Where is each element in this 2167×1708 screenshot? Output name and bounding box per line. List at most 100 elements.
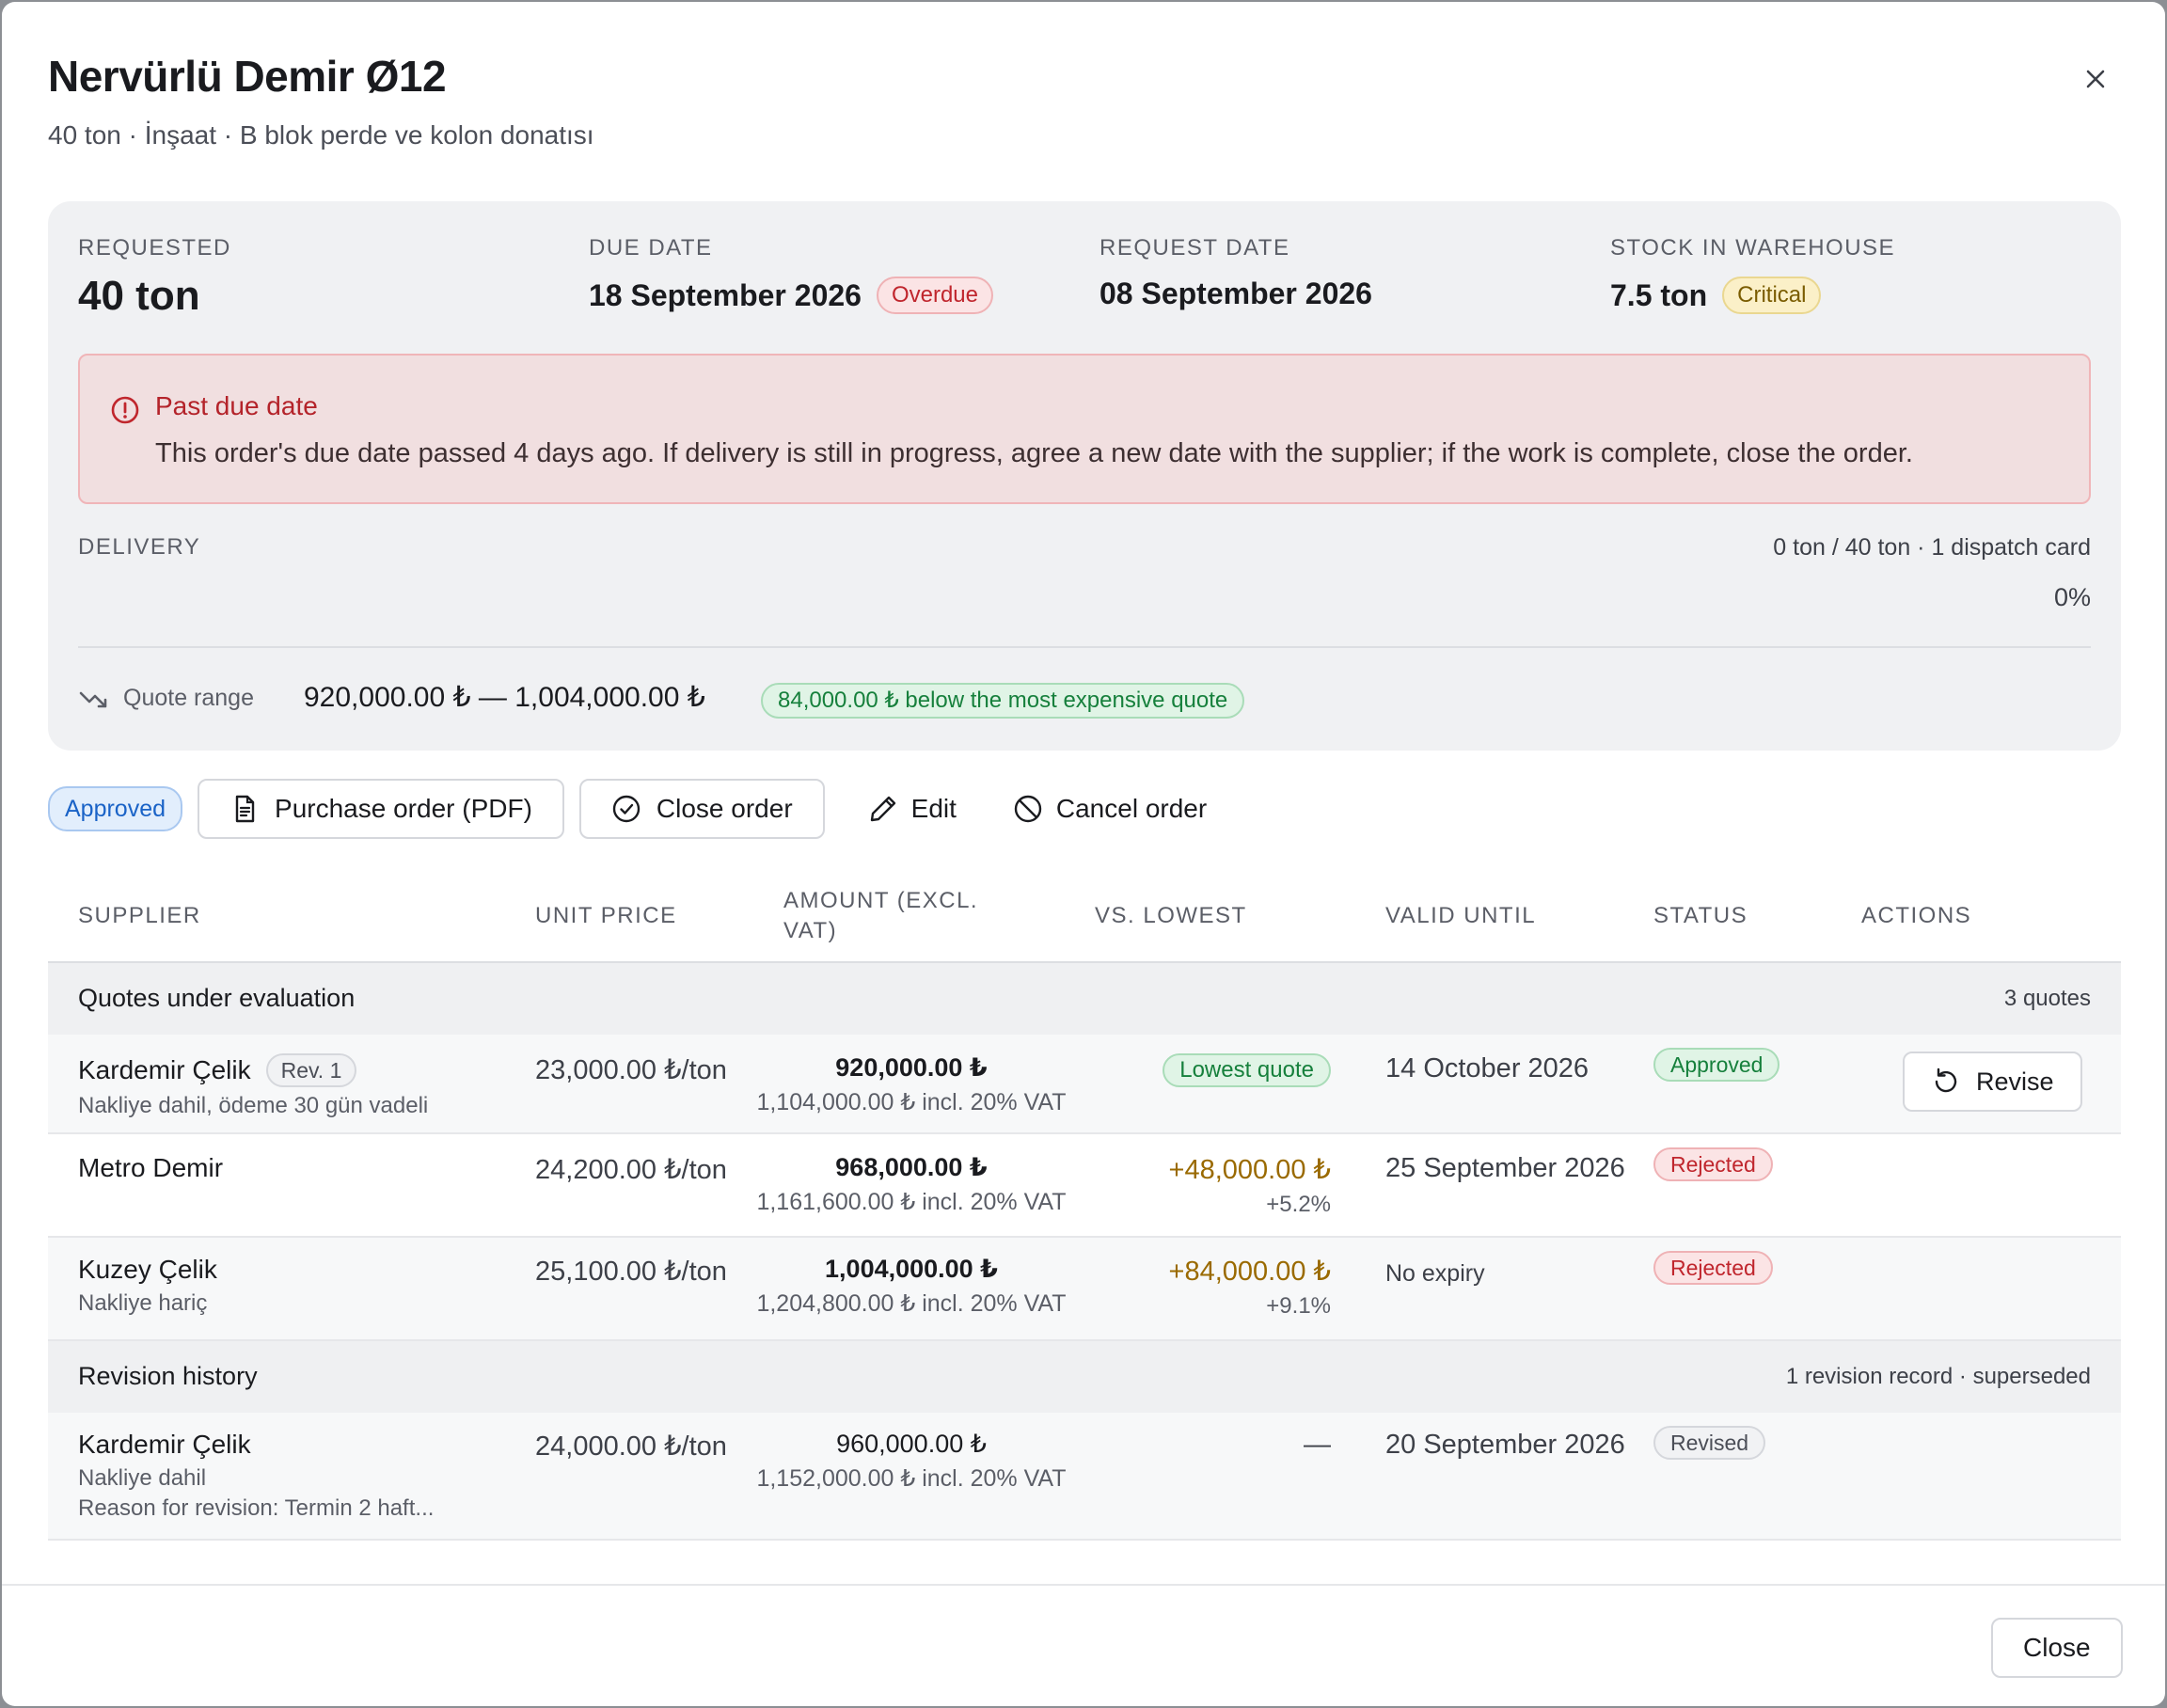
alert-text: This order's due date passed 4 days ago.… (155, 438, 1913, 468)
footer-divider (2, 1584, 2165, 1586)
unit-price: 24,000.00 ₺/ton (535, 1431, 727, 1462)
critical-badge: Critical (1722, 277, 1822, 314)
status-badge: Rejected (1653, 1147, 1773, 1181)
amount-cell: 960,000.00 ₺ 1,152,000.00 ₺ incl. 20% VA… (742, 1430, 1081, 1493)
action-bar: Approved Purchase order (PDF) Close orde… (48, 779, 1235, 839)
table-row: Metro Demir 24,200.00 ₺/ton 968,000.00 ₺… (48, 1134, 2121, 1238)
ban-icon (1014, 795, 1042, 823)
revision-reason: Reason for revision: Termin 2 haft... (78, 1495, 435, 1521)
supplier-name: Kardemir Çelik (78, 1055, 251, 1084)
vs-lowest-cell: — (1086, 1430, 1331, 1461)
price-difference-percent: +9.1% (1266, 1293, 1331, 1319)
amount-incl-vat: 1,152,000.00 ₺ incl. 20% VAT (756, 1465, 1067, 1492)
table-row: Kardemir Çelik Nakliye dahil Reason for … (48, 1413, 2121, 1541)
column-header-status: STATUS (1653, 903, 1748, 928)
purchase-order-button[interactable]: Purchase order (PDF) (198, 779, 564, 839)
supplier-name: Kuzey Çelik (78, 1255, 217, 1284)
vs-lowest-cell: +48,000.00 ₺ +5.2% (1086, 1153, 1331, 1218)
close-order-button[interactable]: Close order (578, 779, 825, 839)
status-badge: Approved (1653, 1048, 1780, 1082)
group-title: Revision history (78, 1362, 258, 1390)
trending-down-icon (78, 687, 110, 711)
supplier-note: Nakliye dahil (78, 1465, 207, 1491)
revision-history-group-header: Revision history 1 revision record · sup… (48, 1341, 2121, 1413)
alert-circle-icon (110, 395, 140, 425)
column-header-amount-line2: VAT) (783, 918, 838, 943)
quote-range-value: 920,000.00 ₺ — 1,004,000.00 ₺ (304, 682, 705, 713)
dialog-subtitle: 40 ton · İnşaat · B blok perde ve kolon … (48, 120, 594, 150)
column-header-valid-until: VALID UNTIL (1385, 903, 1537, 928)
supplier-cell: Kuzey Çelik Nakliye hariç (78, 1255, 217, 1317)
edit-button[interactable]: Edit (840, 779, 985, 839)
overdue-badge: Overdue (876, 277, 994, 314)
price-difference-percent: +5.2% (1266, 1192, 1331, 1217)
status-cell: Approved (1653, 1048, 1780, 1082)
column-header-vs-lowest: VS. LOWEST (1095, 903, 1247, 928)
quotes-group-header: Quotes under evaluation 3 quotes (48, 963, 2121, 1035)
stat-due-date: DUE DATE 18 September 2026 Overdue (589, 235, 994, 314)
column-header-amount-line1: AMOUNT (EXCL. (783, 888, 979, 913)
amount-excl-vat: 968,000.00 ₺ (835, 1153, 988, 1181)
stat-label: DUE DATE (589, 235, 713, 261)
supplier-cell: Kardemir Çelik Nakliye dahil Reason for … (78, 1430, 434, 1522)
rotate-ccw-icon (1935, 1068, 1957, 1093)
stat-label: STOCK IN WAREHOUSE (1610, 235, 1896, 261)
column-header-actions: ACTIONS (1861, 903, 1972, 928)
vs-lowest-cell: Lowest quote (1086, 1053, 1331, 1087)
stat-value: 7.5 ton (1610, 277, 1708, 312)
valid-until: 25 September 2026 (1385, 1153, 1625, 1183)
group-count: 1 revision record · superseded (1785, 1364, 2091, 1389)
delivery-label: DELIVERY (78, 534, 201, 560)
price-difference: — (1304, 1430, 1331, 1460)
close-button[interactable]: Close (1991, 1618, 2123, 1678)
quotes-table-header: SUPPLIER UNIT PRICE AMOUNT (EXCL. VAT) V… (48, 882, 2121, 963)
stat-value: 40 ton (78, 273, 200, 319)
lowest-quote-badge: Lowest quote (1163, 1053, 1331, 1087)
past-due-alert: Past due date This order's due date pass… (78, 354, 2091, 504)
group-count: 3 quotes (2003, 986, 2091, 1011)
cancel-order-button[interactable]: Cancel order (985, 779, 1235, 839)
status-badge: Rejected (1653, 1251, 1773, 1285)
valid-until: 14 October 2026 (1385, 1053, 1590, 1083)
supplier-name: Metro Demir (78, 1153, 224, 1182)
unit-price: 23,000.00 ₺/ton (535, 1055, 727, 1085)
valid-until: 20 September 2026 (1385, 1430, 1625, 1460)
unit-price: 24,200.00 ₺/ton (535, 1155, 727, 1185)
revise-button[interactable]: Revise (1903, 1052, 2082, 1112)
supplier-cell: Metro Demir (78, 1153, 223, 1183)
stat-requested: REQUESTED 40 ton (78, 235, 231, 320)
table-row: Kardemir Çelik Rev. 1 Nakliye dahil, öde… (48, 1035, 2121, 1134)
stat-value: 08 September 2026 (1099, 277, 1372, 310)
revision-badge: Rev. 1 (265, 1053, 357, 1087)
cancel-order-label: Cancel order (1055, 794, 1208, 823)
unit-price: 25,100.00 ₺/ton (535, 1257, 727, 1287)
stat-label: REQUEST DATE (1099, 235, 1290, 261)
check-circle-icon (612, 795, 641, 823)
table-row: Kuzey Çelik Nakliye hariç 25,100.00 ₺/to… (48, 1238, 2121, 1341)
valid-until: No expiry (1385, 1260, 1485, 1287)
status-cell: Revised (1653, 1426, 1766, 1460)
approved-status-badge: Approved (48, 786, 183, 831)
supplier-note: Nakliye hariç (78, 1290, 208, 1316)
amount-cell: 920,000.00 ₺ 1,104,000.00 ₺ incl. 20% VA… (742, 1053, 1081, 1116)
price-difference: +48,000.00 ₺ (1168, 1155, 1331, 1185)
quote-range-label: Quote range (123, 685, 254, 711)
amount-excl-vat: 960,000.00 ₺ (836, 1430, 987, 1458)
amount-incl-vat: 1,104,000.00 ₺ incl. 20% VAT (756, 1089, 1067, 1115)
status-cell: Rejected (1653, 1251, 1773, 1285)
file-text-icon (235, 795, 255, 823)
revise-label: Revise (1976, 1067, 2054, 1096)
dialog-title: Nervürlü Demir Ø12 (48, 52, 447, 101)
status-badge: Revised (1653, 1426, 1766, 1460)
savings-badge: 84,000.00 ₺ below the most expensive quo… (761, 683, 1245, 719)
column-header-supplier: SUPPLIER (78, 903, 201, 928)
close-icon[interactable] (2077, 60, 2114, 98)
divider (78, 646, 2091, 648)
close-order-label: Close order (656, 794, 793, 823)
purchase-order-label: Purchase order (PDF) (275, 794, 532, 823)
summary-card: REQUESTED 40 ton DUE DATE 18 September 2… (48, 201, 2121, 751)
vs-lowest-cell: +84,000.00 ₺ +9.1% (1086, 1255, 1331, 1320)
actions-cell: Revise (1903, 1052, 2082, 1112)
column-header-unit-price: UNIT PRICE (535, 903, 677, 928)
